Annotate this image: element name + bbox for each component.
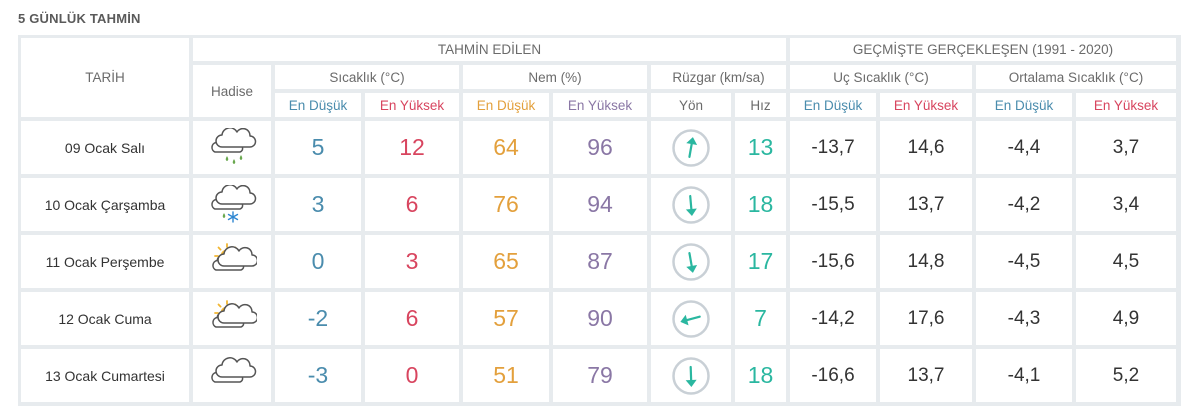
forecast-table: TARİH TAHMİN EDİLEN GEÇMİŞTE GERÇEKLEŞEN… (18, 35, 1181, 406)
cell-avg-high: 4,9 (1076, 292, 1176, 345)
temp-low-header: En Düşük (275, 93, 361, 117)
cell-temp-high: 12 (365, 121, 459, 174)
cell-date: 11 Ocak Perşembe (21, 235, 189, 288)
cell-hum-low: 65 (463, 235, 549, 288)
avg-low-header: En Düşük (976, 93, 1072, 117)
ext-high-header: En Yüksek (880, 93, 972, 117)
cell-temp-low: -3 (275, 349, 361, 402)
wind-dir-header: Yön (651, 93, 731, 117)
date-header: TARİH (21, 38, 189, 117)
temp-high-header: En Yüksek (365, 93, 459, 117)
humidity-header: Nem (%) (463, 65, 647, 89)
south-arrow-icon (651, 178, 731, 231)
cell-temp-high: 6 (365, 292, 459, 345)
wind-speed-header: Hız (735, 93, 786, 117)
cloudy-icon (193, 349, 271, 402)
cell-avg-low: -4,5 (976, 235, 1072, 288)
cell-temp-low: 5 (275, 121, 361, 174)
cell-avg-high: 3,7 (1076, 121, 1176, 174)
cell-ext-high: 17,6 (880, 292, 972, 345)
cell-wind-speed: 17 (735, 235, 786, 288)
temperature-header: Sıcaklık (°C) (275, 65, 459, 89)
partly-cloudy-icon (193, 292, 271, 345)
forecast-group-header: TAHMİN EDİLEN (193, 38, 786, 61)
cell-avg-high: 3,4 (1076, 178, 1176, 231)
history-group-header: GEÇMİŞTE GERÇEKLEŞEN (1991 - 2020) (790, 38, 1176, 61)
cell-hum-high: 79 (553, 349, 647, 402)
extreme-temp-header: Uç Sıcaklık (°C) (790, 65, 972, 89)
cell-ext-high: 14,8 (880, 235, 972, 288)
cell-hum-high: 90 (553, 292, 647, 345)
cell-hum-low: 51 (463, 349, 549, 402)
cell-hum-high: 87 (553, 235, 647, 288)
cell-date: 09 Ocak Salı (21, 121, 189, 174)
cell-ext-low: -15,6 (790, 235, 876, 288)
partly-cloudy-icon (193, 235, 271, 288)
cloud-rain-icon (193, 121, 271, 174)
cell-hum-low: 64 (463, 121, 549, 174)
north-arrow-icon (651, 121, 731, 174)
event-header: Hadise (193, 65, 271, 117)
cell-wind-speed: 18 (735, 349, 786, 402)
cell-temp-low: 3 (275, 178, 361, 231)
cell-ext-low: -15,5 (790, 178, 876, 231)
west-arrow-icon (651, 292, 731, 345)
cell-temp-low: -2 (275, 292, 361, 345)
cell-avg-high: 5,2 (1076, 349, 1176, 402)
ext-low-header: En Düşük (790, 93, 876, 117)
cell-wind-speed: 7 (735, 292, 786, 345)
avg-temp-header: Ortalama Sıcaklık (°C) (976, 65, 1176, 89)
cell-avg-low: -4,2 (976, 178, 1072, 231)
avg-high-header: En Yüksek (1076, 93, 1176, 117)
hum-low-header: En Düşük (463, 93, 549, 117)
cell-avg-low: -4,1 (976, 349, 1072, 402)
cell-ext-low: -13,7 (790, 121, 876, 174)
cell-temp-high: 6 (365, 178, 459, 231)
cell-ext-high: 13,7 (880, 349, 972, 402)
cell-hum-low: 76 (463, 178, 549, 231)
cell-ext-low: -16,6 (790, 349, 876, 402)
cell-date: 13 Ocak Cumartesi (21, 349, 189, 402)
south-arrow-icon (651, 235, 731, 288)
cloud-rain-snow-icon (193, 178, 271, 231)
cell-hum-high: 94 (553, 178, 647, 231)
hum-high-header: En Yüksek (553, 93, 647, 117)
cell-temp-low: 0 (275, 235, 361, 288)
cell-avg-low: -4,4 (976, 121, 1072, 174)
cell-wind-speed: 13 (735, 121, 786, 174)
cell-avg-high: 4,5 (1076, 235, 1176, 288)
cell-ext-low: -14,2 (790, 292, 876, 345)
cell-hum-low: 57 (463, 292, 549, 345)
cell-date: 10 Ocak Çarşamba (21, 178, 189, 231)
cell-ext-high: 14,6 (880, 121, 972, 174)
wind-header: Rüzgar (km/sa) (651, 65, 786, 89)
cell-hum-high: 96 (553, 121, 647, 174)
cell-wind-speed: 18 (735, 178, 786, 231)
cell-temp-high: 3 (365, 235, 459, 288)
cell-date: 12 Ocak Cuma (21, 292, 189, 345)
page-title: 5 GÜNLÜK TAHMİN (18, 11, 141, 26)
cell-ext-high: 13,7 (880, 178, 972, 231)
cell-temp-high: 0 (365, 349, 459, 402)
south-arrow-icon (651, 349, 731, 402)
cell-avg-low: -4,3 (976, 292, 1072, 345)
